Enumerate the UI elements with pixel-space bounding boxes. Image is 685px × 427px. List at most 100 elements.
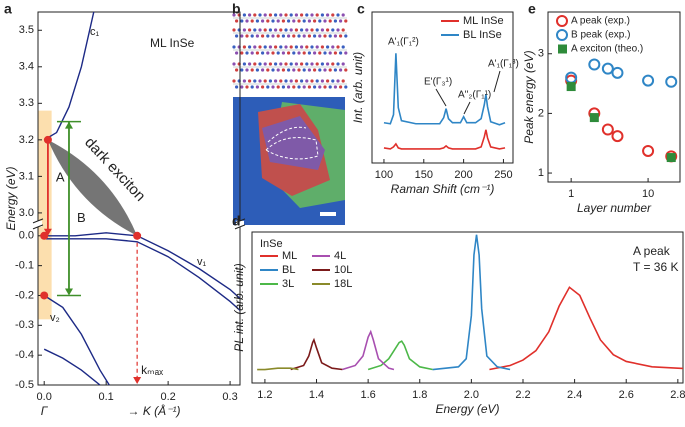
x-tick-label: 2.6 bbox=[619, 389, 634, 401]
annotation: c₁ bbox=[90, 26, 100, 38]
atom bbox=[320, 62, 324, 66]
atom bbox=[242, 28, 246, 32]
plot-frame bbox=[251, 231, 684, 384]
series-line bbox=[44, 232, 240, 299]
atom bbox=[297, 34, 301, 38]
atom bbox=[302, 68, 306, 72]
atom bbox=[313, 51, 317, 55]
atom bbox=[245, 68, 249, 72]
legend-label: ML bbox=[282, 250, 297, 262]
atom bbox=[253, 13, 257, 17]
atom bbox=[292, 85, 296, 89]
atom bbox=[261, 68, 265, 72]
atom bbox=[248, 13, 252, 17]
legend-title: InSe bbox=[260, 238, 283, 250]
y-axis-label: Energy (eV) bbox=[4, 166, 18, 230]
atom bbox=[336, 79, 340, 83]
legend-marker bbox=[556, 15, 568, 27]
y-tick-label: 3.5 bbox=[19, 24, 34, 36]
atom bbox=[328, 19, 332, 23]
atom bbox=[245, 85, 249, 89]
atom bbox=[242, 62, 246, 66]
atom bbox=[255, 51, 259, 55]
atom bbox=[232, 45, 236, 49]
atom bbox=[313, 19, 317, 23]
annotation: A peak bbox=[633, 244, 671, 258]
atom bbox=[326, 79, 330, 83]
atom bbox=[271, 19, 275, 23]
atom bbox=[276, 19, 280, 23]
atom bbox=[250, 34, 254, 38]
peak-arrow bbox=[435, 88, 447, 107]
panel-letter: b bbox=[232, 1, 241, 17]
atom bbox=[276, 85, 280, 89]
marker bbox=[611, 130, 624, 143]
atom bbox=[248, 79, 252, 83]
panel-letter: e bbox=[528, 1, 536, 17]
atom bbox=[232, 62, 236, 66]
atom bbox=[305, 13, 309, 17]
atom bbox=[281, 19, 285, 23]
atom bbox=[276, 51, 280, 55]
atom bbox=[258, 28, 262, 32]
plot-frame bbox=[37, 11, 241, 386]
x-tick-label: 2.4 bbox=[567, 389, 582, 401]
atom bbox=[318, 51, 322, 55]
atom bbox=[320, 28, 324, 32]
series-line bbox=[342, 329, 395, 371]
atom bbox=[318, 68, 322, 72]
legend-label: 18L bbox=[334, 278, 352, 290]
legend-label: A exciton (theo.) bbox=[571, 44, 643, 55]
atom bbox=[279, 13, 283, 17]
atom bbox=[284, 13, 288, 17]
atom bbox=[235, 34, 239, 38]
atom bbox=[287, 51, 291, 55]
y-tick-label: 3.2 bbox=[19, 134, 34, 146]
point bbox=[40, 231, 49, 240]
plot-frame bbox=[547, 11, 681, 183]
atom bbox=[287, 85, 291, 89]
atom bbox=[279, 45, 283, 49]
y-tick-label: -0.5 bbox=[15, 379, 34, 391]
atom bbox=[310, 62, 314, 66]
atom bbox=[268, 45, 272, 49]
atom bbox=[258, 45, 262, 49]
legend-label: BL bbox=[282, 264, 295, 276]
atom bbox=[292, 19, 296, 23]
atom bbox=[287, 34, 291, 38]
series-line bbox=[43, 348, 101, 385]
atom bbox=[263, 28, 267, 32]
axis-break-gap bbox=[236, 220, 244, 227]
atom bbox=[250, 85, 254, 89]
atom bbox=[240, 34, 244, 38]
atom bbox=[307, 85, 311, 89]
atom bbox=[261, 34, 265, 38]
x-tick-label: 100 bbox=[375, 169, 393, 181]
kmax-label: kₘₐₓ bbox=[141, 363, 163, 377]
peak-label: E'(Γ₃¹) bbox=[424, 77, 452, 88]
atom bbox=[276, 34, 280, 38]
atom bbox=[263, 45, 267, 49]
atom bbox=[305, 28, 309, 32]
atom bbox=[341, 45, 345, 49]
atom bbox=[333, 51, 337, 55]
annotation: ML InSe bbox=[150, 36, 195, 50]
axis-break bbox=[234, 224, 246, 230]
atom bbox=[328, 51, 332, 55]
peak-arrow bbox=[493, 70, 501, 93]
atom bbox=[258, 13, 262, 17]
atom bbox=[323, 68, 327, 72]
atom bbox=[318, 34, 322, 38]
atom bbox=[294, 79, 298, 83]
atom bbox=[302, 34, 306, 38]
atom bbox=[339, 85, 343, 89]
atom bbox=[263, 62, 267, 66]
atom bbox=[336, 28, 340, 32]
y-tick-label: 3 bbox=[538, 48, 544, 60]
atom bbox=[315, 28, 319, 32]
atom bbox=[261, 85, 265, 89]
y-tick-label: -0.3 bbox=[15, 319, 34, 331]
marker bbox=[588, 58, 601, 71]
